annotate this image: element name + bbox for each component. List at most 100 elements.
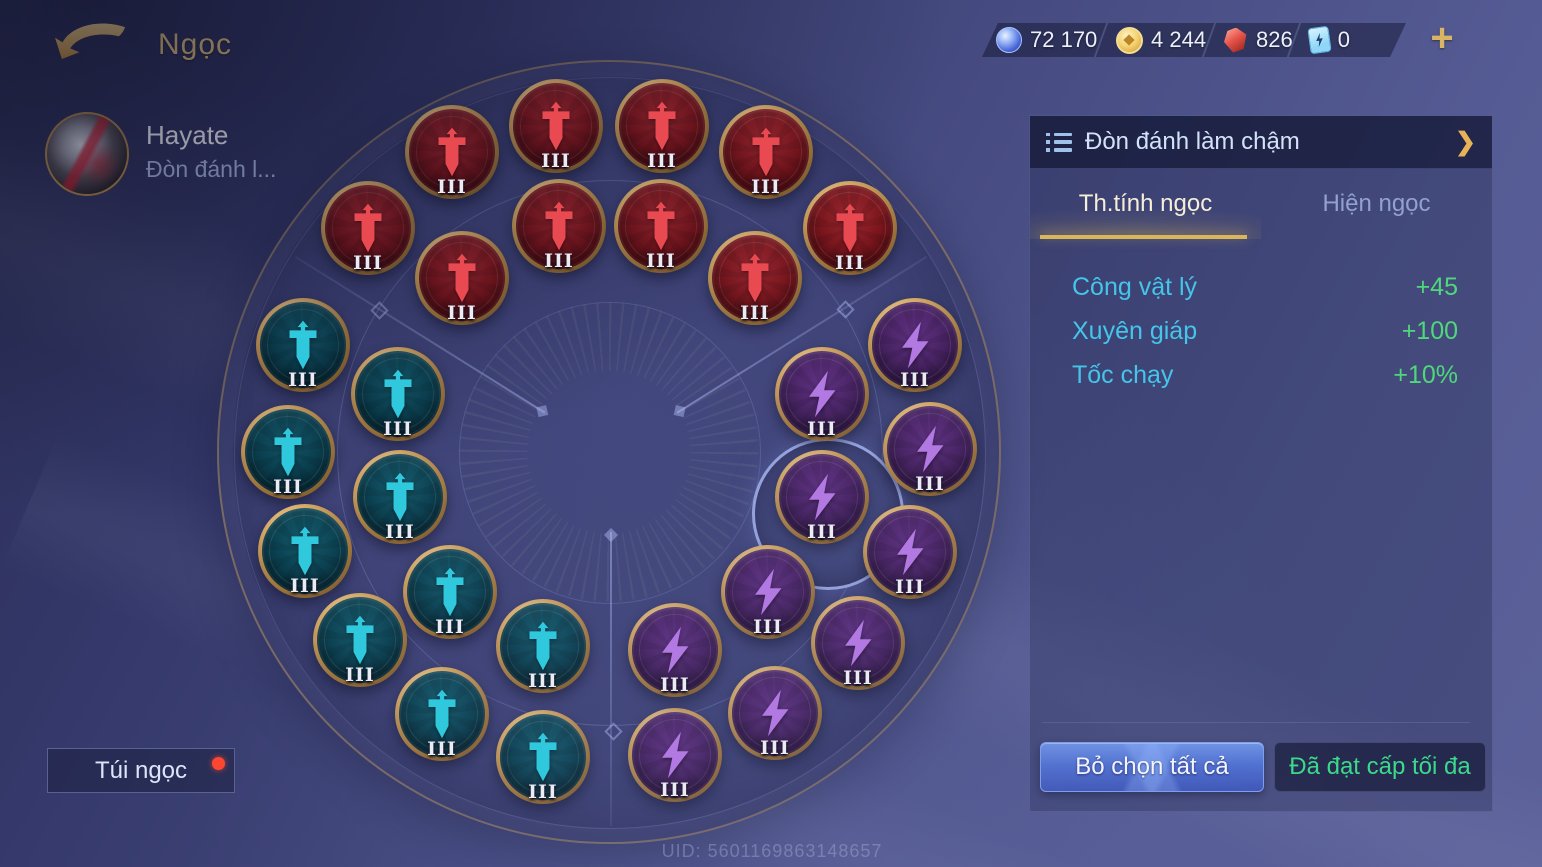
add-currency-button[interactable]: +	[1430, 16, 1454, 60]
gem-level-label: III	[447, 302, 477, 324]
deselect-all-button[interactable]: Bỏ chọn tất cả	[1040, 742, 1264, 792]
stat-label: Tốc chạy	[1072, 360, 1174, 389]
gold-coin-icon	[1116, 27, 1143, 54]
gem-level-label: III	[740, 302, 770, 324]
currency-value: 4 244	[1151, 27, 1207, 52]
back-button[interactable]	[52, 18, 128, 74]
rune-gem-red[interactable]: III	[614, 179, 708, 273]
gem-level-label: III	[843, 667, 873, 689]
gem-level-label: III	[427, 738, 457, 760]
gem-level-label: III	[288, 369, 318, 391]
rune-gem-red[interactable]: III	[405, 105, 499, 199]
max-level-label: Đã đạt cấp tối đa	[1289, 753, 1471, 780]
gem-level-label: III	[660, 779, 690, 801]
rune-build-name[interactable]: Đòn đánh l...	[146, 156, 277, 182]
rune-gem-red[interactable]: III	[509, 79, 603, 173]
back-arrow-icon	[55, 23, 125, 60]
stat-label: Công vật lý	[1072, 272, 1198, 301]
ticket-icon	[1307, 26, 1331, 55]
gem-level-label: III	[528, 670, 558, 692]
hero-avatar[interactable]	[45, 112, 129, 196]
currency-value: 826	[1256, 27, 1293, 52]
page-title: Ngọc	[158, 28, 233, 61]
gem-level-label: III	[383, 418, 413, 440]
rune-gem-red[interactable]: III	[615, 79, 709, 173]
gem-level-label: III	[353, 252, 383, 274]
gem-level-label: III	[435, 616, 465, 638]
rune-gem-red[interactable]: III	[719, 105, 813, 199]
rune-gem-purple[interactable]: III	[811, 596, 905, 690]
rune-gem-purple[interactable]: III	[628, 603, 722, 697]
stat-value: +100	[1401, 316, 1458, 345]
currency-bar: 72 170 4 244 826 0	[982, 23, 1406, 57]
rune-detail-panel: Đòn đánh làm chậm ❯ Th.tính ngọc Hiện ng…	[1029, 115, 1493, 812]
rune-gem-red[interactable]: III	[512, 179, 606, 273]
rune-bag-label: Túi ngọc	[94, 756, 188, 784]
gem-level-label: III	[760, 737, 790, 759]
red-ruby-icon	[1224, 28, 1248, 53]
rune-gem-red[interactable]: III	[708, 231, 802, 325]
gem-level-label: III	[660, 674, 690, 696]
stat-row: Tốc chạy +10%	[1030, 353, 1492, 397]
stat-value: +45	[1415, 272, 1458, 301]
panel-tabs: Th.tính ngọc Hiện ngọc	[1030, 169, 1492, 239]
stat-label: Xuyên giáp	[1072, 316, 1198, 345]
blue-orb-icon	[996, 27, 1022, 53]
rune-gem-teal[interactable]: III	[351, 347, 445, 441]
rune-gem-teal[interactable]: III	[353, 450, 447, 544]
rune-gem-red[interactable]: III	[321, 181, 415, 275]
gem-level-label: III	[290, 575, 320, 597]
rune-gem-teal[interactable]: III	[395, 667, 489, 761]
notification-dot	[212, 757, 225, 770]
rune-gem-teal[interactable]: III	[403, 545, 497, 639]
uid-text: UID: 5601169863148657	[661, 841, 883, 861]
currency-vouchers[interactable]: 72 170	[982, 23, 1100, 57]
rune-gem-teal[interactable]: III	[313, 593, 407, 687]
currency-value: 72 170	[1030, 27, 1098, 52]
gem-level-label: III	[807, 521, 837, 543]
gem-level-label: III	[915, 473, 945, 495]
gem-level-label: III	[647, 150, 677, 172]
gem-level-label: III	[345, 664, 375, 686]
rune-gem-purple[interactable]: III	[721, 545, 815, 639]
rune-gem-purple[interactable]: III	[868, 298, 962, 392]
gem-level-label: III	[273, 476, 303, 498]
max-level-button[interactable]: Đã đạt cấp tối đa	[1274, 742, 1486, 792]
gem-level-label: III	[895, 576, 925, 598]
rune-gem-teal[interactable]: III	[496, 710, 590, 804]
rune-gem-purple[interactable]: III	[863, 505, 957, 599]
rune-gem-purple[interactable]: III	[883, 402, 977, 496]
gem-level-label: III	[646, 250, 676, 272]
currency-tickets[interactable]: 0	[1295, 23, 1350, 57]
list-icon	[1046, 132, 1072, 152]
rune-bag-button[interactable]: Túi ngọc	[47, 748, 235, 793]
currency-gold[interactable]: 4 244	[1102, 23, 1208, 57]
rune-gem-purple[interactable]: III	[775, 347, 869, 441]
rune-gem-purple[interactable]: III	[628, 708, 722, 802]
rune-gem-red[interactable]: III	[415, 231, 509, 325]
currency-value: 0	[1337, 27, 1350, 52]
gem-level-label: III	[751, 176, 781, 198]
tab-rune-attributes[interactable]: Th.tính ngọc	[1030, 169, 1261, 239]
deselect-all-label: Bỏ chọn tất cả	[1075, 753, 1229, 780]
currency-rubies[interactable]: 826	[1210, 23, 1293, 57]
panel-divider	[1042, 722, 1470, 723]
stats-list: Công vật lý +45 Xuyên giáp +100 Tốc chạy…	[1030, 265, 1492, 397]
rune-gem-teal[interactable]: III	[258, 504, 352, 598]
gem-level-label: III	[807, 418, 837, 440]
gem-level-label: III	[544, 250, 574, 272]
rune-gem-teal[interactable]: III	[241, 405, 335, 499]
stat-row: Xuyên giáp +100	[1030, 309, 1492, 353]
rune-gem-red[interactable]: III	[803, 181, 897, 275]
tab-current-runes[interactable]: Hiện ngọc	[1322, 190, 1431, 217]
rune-gem-purple[interactable]: III	[728, 666, 822, 760]
stat-row: Công vật lý +45	[1030, 265, 1492, 309]
rune-gem-teal[interactable]: III	[256, 298, 350, 392]
rune-page-selector[interactable]: Đòn đánh làm chậm ❯	[1030, 116, 1492, 169]
rune-gem-teal[interactable]: III	[496, 599, 590, 693]
gem-level-label: III	[900, 369, 930, 391]
gem-level-label: III	[385, 521, 415, 543]
rune-gem-purple[interactable]: III	[775, 450, 869, 544]
gem-level-label: III	[753, 616, 783, 638]
